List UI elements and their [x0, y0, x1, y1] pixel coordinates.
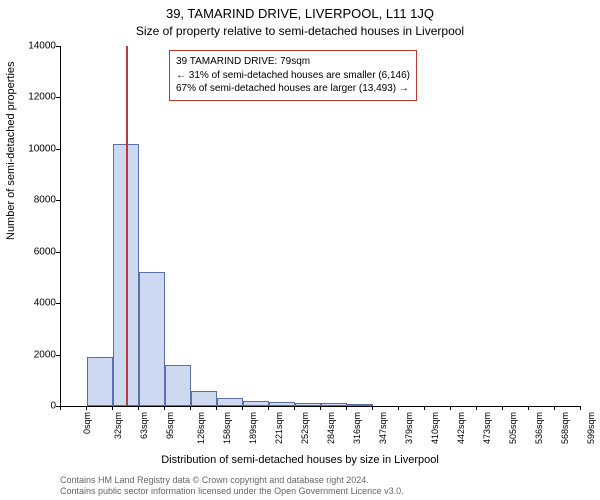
x-tick-label: 316sqm	[352, 412, 362, 444]
x-tick-mark	[372, 406, 373, 410]
x-tick-label: 536sqm	[534, 412, 544, 444]
footnote-line-2: Contains public sector information licen…	[60, 486, 404, 498]
x-tick-mark	[450, 406, 451, 410]
x-tick-mark	[112, 406, 113, 410]
x-tick-label: 599sqm	[586, 412, 596, 444]
histogram-bar	[321, 403, 347, 406]
histogram-bar	[87, 357, 113, 406]
y-tick-label: 14000	[16, 41, 56, 52]
y-tick-label: 0	[16, 401, 56, 412]
y-tick-label: 6000	[16, 246, 56, 257]
x-tick-label: 347sqm	[378, 412, 388, 444]
x-tick-mark	[138, 406, 139, 410]
y-tick-mark	[56, 200, 60, 201]
y-tick-mark	[56, 252, 60, 253]
histogram-bar	[347, 404, 373, 406]
x-tick-label: 410sqm	[430, 412, 440, 444]
histogram-bar	[217, 398, 243, 406]
annotation-line-3: 67% of semi-detached houses are larger (…	[176, 82, 410, 96]
annotation-line-2: ← 31% of semi-detached houses are smalle…	[176, 69, 410, 83]
x-tick-label: 32sqm	[113, 412, 123, 439]
chart-container: 39, TAMARIND DRIVE, LIVERPOOL, L11 1JQ S…	[0, 0, 600, 500]
x-tick-mark	[164, 406, 165, 410]
y-tick-label: 12000	[16, 92, 56, 103]
x-tick-label: 568sqm	[560, 412, 570, 444]
x-tick-label: 158sqm	[222, 412, 232, 444]
histogram-bar	[165, 365, 191, 406]
x-tick-mark	[190, 406, 191, 410]
x-tick-mark	[294, 406, 295, 410]
histogram-bar	[139, 272, 165, 406]
x-tick-label: 284sqm	[326, 412, 336, 444]
x-tick-mark	[268, 406, 269, 410]
histogram-bar	[191, 391, 217, 406]
x-tick-mark	[398, 406, 399, 410]
y-tick-mark	[56, 149, 60, 150]
y-tick-mark	[56, 303, 60, 304]
histogram-bar	[243, 401, 269, 406]
x-tick-label: 189sqm	[248, 412, 258, 444]
x-tick-mark	[580, 406, 581, 410]
plot-area: 39 TAMARIND DRIVE: 79sqm← 31% of semi-de…	[60, 46, 581, 407]
x-tick-mark	[554, 406, 555, 410]
x-tick-mark	[86, 406, 87, 410]
x-tick-label: 63sqm	[139, 412, 149, 439]
x-tick-label: 379sqm	[404, 412, 414, 444]
x-tick-mark	[60, 406, 61, 410]
y-tick-label: 10000	[16, 143, 56, 154]
histogram-bar	[295, 403, 321, 406]
x-axis-label: Distribution of semi-detached houses by …	[0, 454, 600, 466]
x-tick-label: 0sqm	[82, 412, 92, 434]
x-tick-mark	[502, 406, 503, 410]
footnote: Contains HM Land Registry data © Crown c…	[60, 475, 404, 498]
x-tick-label: 126sqm	[196, 412, 206, 444]
histogram-bar	[269, 402, 295, 406]
x-tick-mark	[346, 406, 347, 410]
x-tick-label: 442sqm	[456, 412, 466, 444]
x-tick-label: 95sqm	[165, 412, 175, 439]
annotation-box: 39 TAMARIND DRIVE: 79sqm← 31% of semi-de…	[169, 50, 417, 101]
x-tick-mark	[476, 406, 477, 410]
chart-title-main: 39, TAMARIND DRIVE, LIVERPOOL, L11 1JQ	[0, 6, 600, 21]
x-tick-label: 252sqm	[300, 412, 310, 444]
x-tick-label: 505sqm	[508, 412, 518, 444]
footnote-line-1: Contains HM Land Registry data © Crown c…	[60, 475, 404, 487]
y-tick-mark	[56, 46, 60, 47]
y-tick-label: 2000	[16, 349, 56, 360]
y-tick-label: 8000	[16, 195, 56, 206]
x-tick-mark	[424, 406, 425, 410]
x-tick-mark	[528, 406, 529, 410]
y-tick-mark	[56, 97, 60, 98]
y-tick-label: 4000	[16, 298, 56, 309]
x-tick-mark	[242, 406, 243, 410]
x-tick-label: 473sqm	[482, 412, 492, 444]
x-tick-mark	[320, 406, 321, 410]
x-tick-label: 221sqm	[274, 412, 284, 444]
property-marker-line	[126, 46, 128, 406]
y-tick-mark	[56, 355, 60, 356]
x-tick-mark	[216, 406, 217, 410]
annotation-line-1: 39 TAMARIND DRIVE: 79sqm	[176, 55, 410, 69]
chart-title-sub: Size of property relative to semi-detach…	[0, 24, 600, 38]
